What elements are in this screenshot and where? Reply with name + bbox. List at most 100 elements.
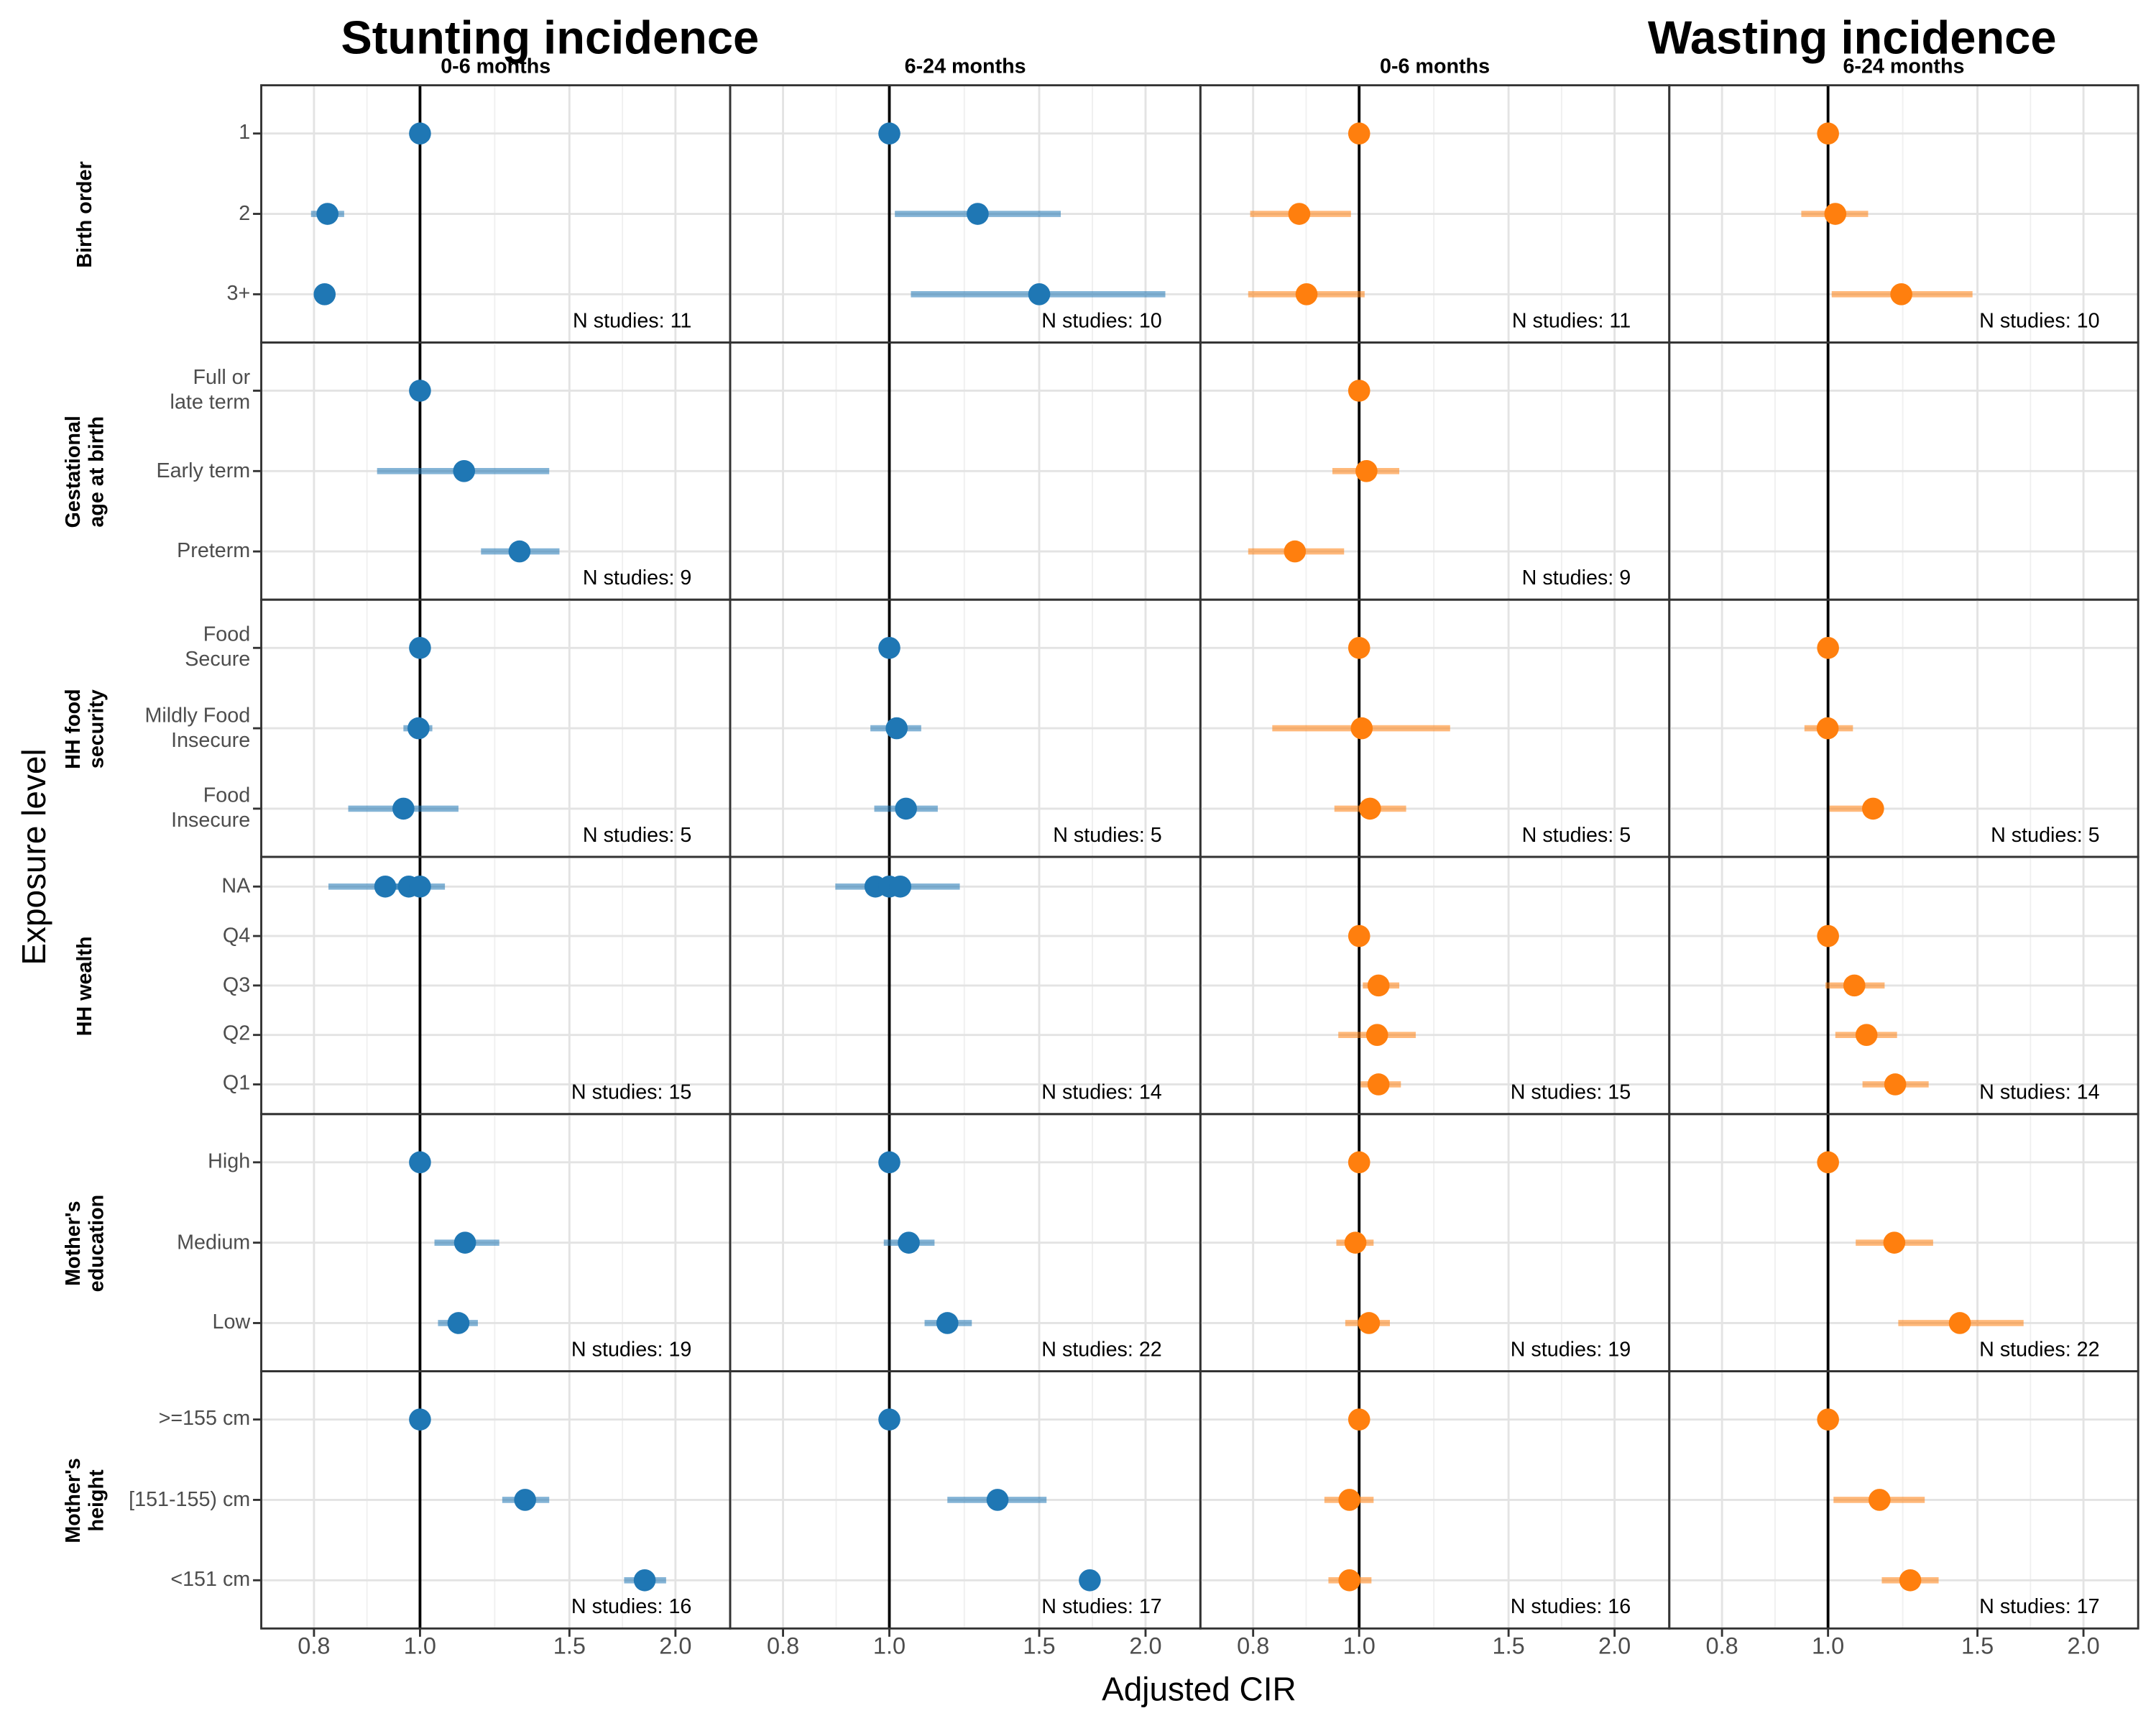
title: Wasting incidence — [1648, 12, 2057, 64]
point — [1348, 924, 1370, 947]
y-tick-label: 3+ — [226, 282, 251, 306]
point — [1817, 1408, 1839, 1431]
x-tick-label: 1.5 — [1961, 1633, 1994, 1659]
x-tick-label: 1.5 — [553, 1633, 586, 1659]
column-label: 0-6 months — [1380, 55, 1490, 78]
column-label: 6-24 months — [1843, 55, 1964, 78]
y-tick-label: Early term — [156, 459, 251, 482]
point — [508, 540, 531, 563]
n-studies-label: N studies: 15 — [1511, 1081, 1631, 1104]
row-label: Mother's height — [62, 1457, 109, 1543]
n-studies-label: N studies: 5 — [1522, 824, 1631, 847]
y-tick-label: <151 cm — [170, 1568, 251, 1592]
point — [1348, 1408, 1370, 1431]
point — [1365, 1024, 1388, 1046]
y-tick-label: Medium — [177, 1230, 251, 1254]
point — [986, 1489, 1009, 1511]
x-tick-label: 0.8 — [298, 1633, 330, 1659]
x-tick-label: 0.8 — [767, 1633, 799, 1659]
point — [1869, 1489, 1891, 1511]
point — [1817, 924, 1839, 947]
point — [1344, 1231, 1367, 1254]
point — [407, 717, 430, 740]
x-tick-label: 1.0 — [873, 1633, 906, 1659]
x-tick-label: 2.0 — [2067, 1633, 2099, 1659]
point — [453, 1231, 476, 1254]
point — [889, 875, 912, 898]
point — [409, 1151, 431, 1174]
panel-border — [1668, 1370, 2139, 1630]
point — [1288, 203, 1311, 225]
point — [878, 1408, 900, 1431]
point — [885, 717, 908, 740]
n-studies-label: N studies: 22 — [1979, 1338, 2099, 1361]
point — [967, 203, 989, 225]
x-tick-label: 0.8 — [1706, 1633, 1738, 1659]
y-tick-label: Low — [212, 1310, 251, 1334]
n-studies-label: N studies: 11 — [573, 309, 691, 332]
n-studies-label: N studies: 5 — [583, 824, 691, 847]
y-tick-label: High — [208, 1149, 251, 1174]
point — [409, 380, 431, 402]
n-studies-label: N studies: 11 — [1512, 309, 1631, 332]
point — [1817, 636, 1839, 659]
point — [1899, 1569, 1922, 1592]
column-label: 0-6 months — [441, 55, 550, 78]
point — [1079, 1569, 1101, 1592]
point — [313, 283, 336, 306]
point — [409, 122, 431, 145]
x-tick-label: 2.0 — [1598, 1633, 1631, 1659]
point — [1884, 1073, 1907, 1096]
n-studies-label: N studies: 15 — [571, 1081, 691, 1104]
title: Stunting incidence — [341, 12, 759, 64]
point — [633, 1569, 656, 1592]
point — [936, 1312, 959, 1334]
point — [1338, 1569, 1361, 1592]
point — [1295, 283, 1318, 306]
point — [1816, 717, 1839, 740]
x-tick-label: 1.0 — [404, 1633, 436, 1659]
point — [1348, 380, 1370, 402]
point — [1883, 1231, 1906, 1254]
n-studies-label: N studies: 19 — [1511, 1338, 1631, 1361]
point — [878, 636, 900, 659]
y-tick-label: Full or late term — [170, 366, 251, 415]
point — [1843, 974, 1866, 997]
point — [878, 122, 900, 145]
point — [1028, 283, 1051, 306]
n-studies-label: N studies: 9 — [1522, 566, 1631, 589]
point — [1862, 797, 1884, 820]
point — [1355, 459, 1378, 482]
y-tick-label: Q4 — [222, 923, 251, 947]
y-tick-label: [151-155) cm — [129, 1487, 251, 1511]
x-tick-label: 1.0 — [1812, 1633, 1844, 1659]
point — [1338, 1489, 1361, 1511]
y-tick-label: Food Secure — [185, 623, 251, 671]
n-studies-label: N studies: 17 — [1041, 1595, 1161, 1618]
y-tick-label: NA — [221, 874, 251, 898]
point — [1890, 283, 1912, 306]
point — [898, 1231, 920, 1254]
x-tick-label: 2.0 — [659, 1633, 691, 1659]
point — [409, 1408, 431, 1431]
point — [1348, 1151, 1370, 1174]
row-label: HH wealth — [73, 935, 97, 1036]
n-studies-label: N studies: 5 — [1053, 824, 1161, 847]
point — [1358, 1312, 1381, 1334]
row-label: Gestational age at birth — [62, 415, 109, 528]
y-tick-label: Q1 — [222, 1072, 251, 1096]
y-tick-label: Q3 — [222, 973, 251, 997]
point — [1359, 797, 1381, 820]
x-axis-label: Adjusted CIR — [1102, 1670, 1296, 1707]
n-studies-label: N studies: 17 — [1979, 1595, 2099, 1618]
row-label: Mother's education — [62, 1193, 109, 1292]
row-label: HH food security — [62, 688, 109, 768]
x-tick-label: 0.8 — [1237, 1633, 1269, 1659]
point — [514, 1489, 536, 1511]
y-tick-label: Mildly Food Insecure — [144, 703, 251, 752]
point — [1817, 122, 1839, 145]
point — [1367, 1073, 1390, 1096]
